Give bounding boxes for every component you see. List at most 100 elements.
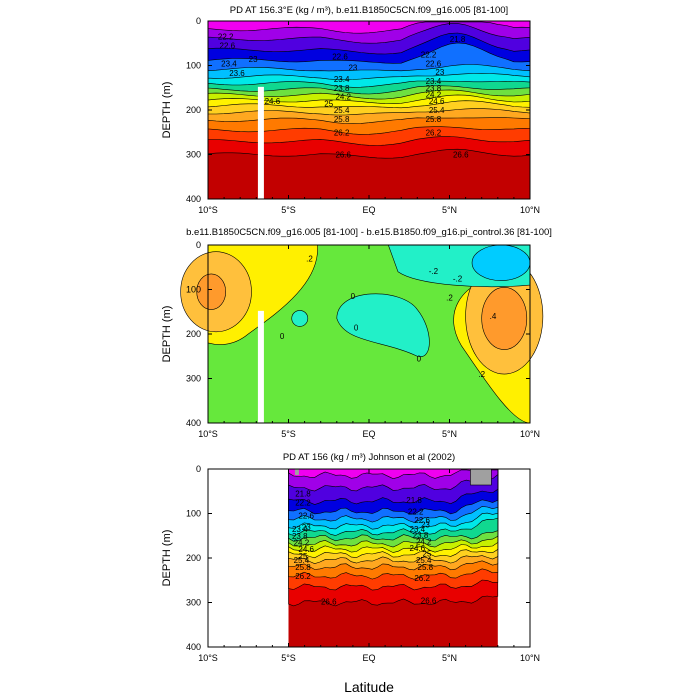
panel-3-contour-label: 23.8 bbox=[292, 532, 308, 541]
panel-model-density: PD AT 156.3°E (kg / m³), b.e11.B1850C5CN… bbox=[161, 5, 540, 215]
panel-1-topography-mask bbox=[257, 86, 264, 199]
panel-2-axes: 10°S 5°S EQ 5°N 10°N 0 100 200 300 400 bbox=[186, 240, 540, 439]
panel-1-contour-label: 22.6 bbox=[332, 53, 348, 62]
panel-1-xtick-label: EQ bbox=[362, 205, 375, 215]
panel-2-xtick-label: 10°N bbox=[520, 429, 540, 439]
panel-2-topography-mask bbox=[257, 310, 264, 423]
panel-3-plot-area: 21.822.222.62323.423.824.224.62525.425.8… bbox=[288, 468, 499, 647]
panel-2-contour-label: -.2 bbox=[429, 267, 439, 276]
panel-2-contour-label: .4 bbox=[490, 312, 497, 321]
panel-1-ytick-label: 0 bbox=[196, 16, 201, 26]
panel-1-contour-label: 22.2 bbox=[218, 33, 234, 42]
panel-3-contour-label: 22.6 bbox=[414, 516, 430, 525]
panel-2-plot-area: .2 -.2 -.2 0 .2 .4 0 0 0 .2 bbox=[180, 244, 544, 424]
panel-3-contour-label: 25.4 bbox=[416, 556, 432, 565]
panel-2-title: b.e11.B1850C5CN.f09_g16.005 [81-100] - b… bbox=[186, 227, 552, 238]
panel-2-negative-region-subsurface bbox=[336, 293, 430, 357]
panel-2-contour-label: 0 bbox=[280, 332, 285, 341]
panel-1-title: PD AT 156.3°E (kg / m³), b.e11.B1850C5CN… bbox=[230, 5, 508, 16]
panel-1-contour-label: 26.6 bbox=[453, 151, 469, 160]
panel-3-xtick-label: 5°N bbox=[442, 653, 457, 663]
panel-2-contour-label: .2 bbox=[306, 254, 313, 263]
panel-3-contour-label: 23.4 bbox=[410, 525, 426, 534]
panel-2-ytick-label: 100 bbox=[186, 285, 201, 295]
panel-1-contour-label: 25.8 bbox=[334, 115, 350, 124]
panel-1-ytick-label: 100 bbox=[186, 61, 201, 71]
panel-1-contour-label: 24.6 bbox=[429, 97, 445, 106]
panel-2-contour-label: 0 bbox=[351, 292, 356, 301]
panel-1-contour-label: 26.2 bbox=[334, 128, 350, 137]
panel-3-contour-label: 24.2 bbox=[294, 538, 310, 547]
panel-1-contour-label: 23.4 bbox=[334, 75, 350, 84]
panel-2-ytick-label: 300 bbox=[186, 374, 201, 384]
panel-1-ylabel: DEPTH (m) bbox=[161, 82, 173, 139]
panel-2-xtick-label: 5°S bbox=[281, 429, 296, 439]
panel-1-contour-label: 25 bbox=[324, 99, 333, 108]
panel-2-contour-label: -.2 bbox=[453, 274, 463, 283]
panel-3-ytick-label: 0 bbox=[196, 464, 201, 474]
panel-1-contour-label: 26.2 bbox=[426, 128, 442, 137]
panel-1-contour-label: 23 bbox=[249, 55, 258, 64]
panel-1-contour-label: 24.2 bbox=[426, 90, 442, 99]
panel-density-difference: b.e11.B1850C5CN.f09_g16.005 [81-100] - b… bbox=[161, 227, 552, 439]
panel-3-ytick-label: 400 bbox=[186, 642, 201, 652]
panel-3-contour-label: 22.2 bbox=[408, 507, 424, 516]
figure-xlabel: Latitude bbox=[344, 679, 394, 695]
panel-1-contour-label: 23.4 bbox=[426, 77, 442, 86]
panel-2-xtick-label: 10°S bbox=[198, 429, 218, 439]
panel-1-contour-label: 23 bbox=[435, 68, 444, 77]
panel-1-ytick-label: 200 bbox=[186, 105, 201, 115]
panel-3-missing-data-patch-small bbox=[294, 469, 299, 475]
panel-1-xtick-label: 5°S bbox=[281, 205, 296, 215]
panel-2-positive-max-south bbox=[196, 273, 227, 310]
panel-3-contour-label: 21.8 bbox=[295, 489, 311, 498]
panel-2-ytick-label: 0 bbox=[196, 240, 201, 250]
panel-3-contour-label: 21.8 bbox=[406, 496, 422, 505]
panel-2-ytick-label: 400 bbox=[186, 418, 201, 428]
panel-1-contour-label: 25.4 bbox=[429, 106, 445, 115]
panel-3-contour-label: 26.6 bbox=[321, 598, 337, 607]
panel-1-contour-label: 23.8 bbox=[334, 84, 350, 93]
panel-3-contour-label: 24.6 bbox=[298, 545, 314, 554]
panel-3-contour-label: 25 bbox=[299, 552, 308, 561]
panel-1-xtick-label: 10°S bbox=[198, 205, 218, 215]
panel-1-contour-label: 24.2 bbox=[335, 93, 351, 102]
panel-3-contour-label: 22.2 bbox=[295, 498, 311, 507]
panel-3-missing-data-patch bbox=[470, 468, 492, 486]
panel-1-contour-label: 23.4 bbox=[221, 59, 237, 68]
panel-1-xtick-label: 10°N bbox=[520, 205, 540, 215]
panel-1-xtick-label: 5°N bbox=[442, 205, 457, 215]
panel-1-ytick-label: 400 bbox=[186, 194, 201, 204]
panel-1-contour-label: 25.8 bbox=[426, 115, 442, 124]
panel-1-contour-label: 22.6 bbox=[220, 41, 236, 50]
panel-2-xtick-label: EQ bbox=[362, 429, 375, 439]
panel-2-contour-label: .2 bbox=[478, 370, 485, 379]
panel-3-contour-label: 23.8 bbox=[413, 531, 429, 540]
panel-3-xtick-label: 10°S bbox=[198, 653, 218, 663]
panel-1-contour-label: 24.6 bbox=[265, 97, 281, 106]
panel-2-ytick-label: 200 bbox=[186, 329, 201, 339]
panel-johnson-observations: PD AT 156 (kg / m³) Johnson et al (2002)… bbox=[161, 452, 540, 663]
panel-3-contour-label: 23.4 bbox=[292, 525, 308, 534]
panel-3-contour-label: 23 bbox=[421, 521, 430, 530]
panel-1-ytick-label: 300 bbox=[186, 150, 201, 160]
panel-2-ylabel: DEPTH (m) bbox=[161, 306, 173, 363]
panel-3-title: PD AT 156 (kg / m³) Johnson et al (2002) bbox=[283, 452, 455, 463]
panel-2-positive-max-north bbox=[481, 286, 528, 350]
panel-3-ytick-label: 100 bbox=[186, 509, 201, 519]
panel-1-contour-label: 26.6 bbox=[335, 151, 351, 160]
panel-3-contour-label: 22.6 bbox=[298, 512, 314, 521]
panel-2-negative-eddy bbox=[291, 310, 309, 327]
panel-3-contour-label: 26.2 bbox=[295, 572, 311, 581]
panel-1-contour-label: 23.8 bbox=[426, 84, 442, 93]
panel-3-xtick-label: 10°N bbox=[520, 653, 540, 663]
panel-3-contour-label: 24.2 bbox=[416, 538, 432, 547]
panel-3-ytick-label: 300 bbox=[186, 598, 201, 608]
panel-3-contour-label: 25.8 bbox=[418, 563, 434, 572]
panel-3-contour-label: 25.4 bbox=[294, 556, 310, 565]
panel-1-axes: 10°S 5°S EQ 5°N 10°N 0 100 200 300 400 bbox=[186, 16, 540, 215]
panel-1-contour-label: 23 bbox=[348, 64, 357, 73]
panel-1-contour-label: 22.2 bbox=[421, 50, 437, 59]
